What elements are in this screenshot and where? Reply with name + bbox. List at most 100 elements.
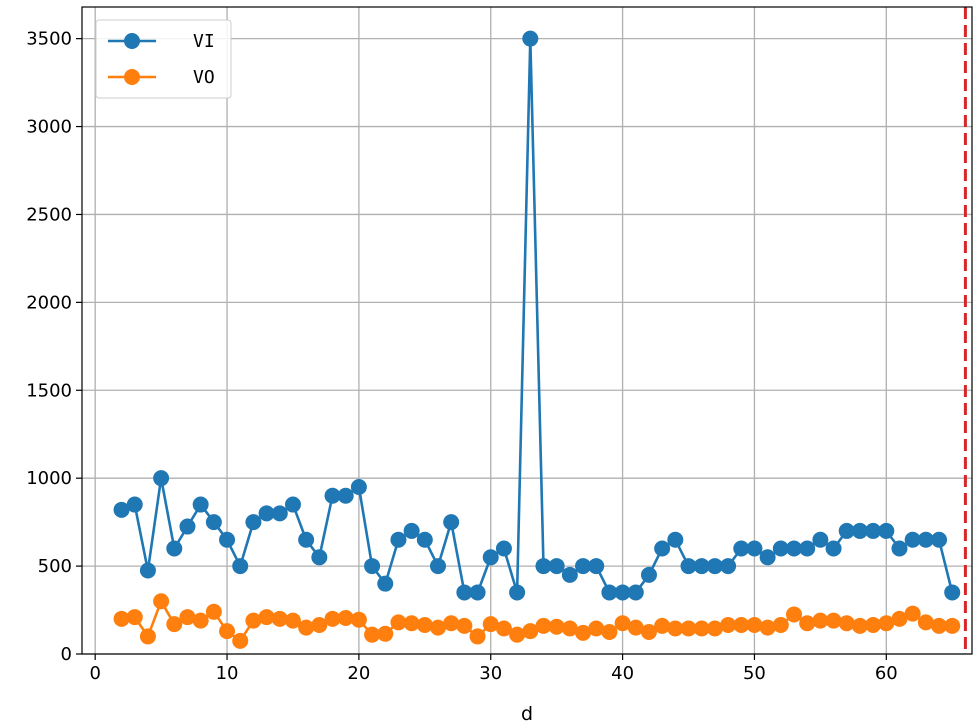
data-point — [851, 617, 868, 634]
data-point — [693, 620, 710, 637]
data-point — [271, 610, 288, 627]
data-point — [588, 558, 605, 575]
data-point — [469, 628, 486, 645]
data-point — [667, 531, 684, 548]
data-point — [192, 496, 209, 513]
data-point — [139, 562, 156, 579]
data-point — [298, 619, 315, 636]
data-point — [706, 620, 723, 637]
y-tick-label: 0 — [61, 644, 72, 665]
data-point — [878, 522, 895, 539]
data-point — [640, 624, 657, 641]
data-point — [561, 620, 578, 637]
data-point — [878, 615, 895, 632]
data-point — [865, 616, 882, 633]
y-tick-label: 3000 — [26, 117, 72, 138]
y-tick-label: 1500 — [26, 380, 72, 401]
data-point — [364, 626, 381, 643]
data-point — [548, 558, 565, 575]
data-point — [746, 616, 763, 633]
data-point — [891, 540, 908, 557]
data-point — [931, 617, 948, 634]
data-point — [654, 617, 671, 634]
data-point — [627, 584, 644, 601]
data-point — [113, 501, 130, 518]
x-tick-label: 0 — [89, 663, 100, 684]
data-point — [509, 584, 526, 601]
data-point — [430, 619, 446, 636]
data-point — [654, 540, 671, 557]
series-vo — [113, 593, 961, 649]
data-point — [575, 558, 592, 575]
y-tick-label: 2500 — [26, 204, 72, 225]
data-point — [139, 628, 156, 645]
data-point — [192, 612, 209, 629]
data-point — [443, 514, 460, 531]
data-point — [812, 531, 829, 548]
data-point — [561, 566, 578, 583]
data-point — [205, 514, 222, 531]
data-point — [667, 620, 684, 637]
x-tick-label: 30 — [479, 663, 502, 684]
data-point — [232, 558, 249, 575]
data-point — [377, 575, 394, 592]
data-point — [232, 632, 249, 649]
data-point — [403, 615, 420, 632]
data-point — [825, 612, 842, 629]
data-point — [258, 505, 275, 522]
data-point — [126, 609, 143, 626]
data-point — [680, 558, 697, 575]
data-point — [350, 478, 367, 495]
data-point — [759, 619, 776, 636]
data-point — [825, 540, 842, 557]
y-tick-label: 2000 — [26, 292, 72, 313]
plot-background — [82, 7, 972, 654]
data-point — [219, 531, 236, 548]
data-point — [403, 522, 420, 539]
data-point — [931, 531, 948, 548]
data-point — [944, 584, 961, 601]
data-point — [430, 558, 446, 575]
data-point — [482, 616, 499, 633]
data-point — [706, 558, 723, 575]
data-point — [153, 470, 170, 487]
y-tick-label: 1000 — [26, 468, 72, 489]
data-point — [456, 584, 473, 601]
data-point — [759, 549, 776, 566]
data-point — [350, 611, 367, 628]
data-point — [126, 496, 143, 513]
data-point — [166, 616, 183, 633]
data-point — [640, 566, 657, 583]
data-point — [601, 584, 618, 601]
x-tick-label: 20 — [347, 663, 370, 684]
data-point — [522, 623, 539, 640]
data-point — [535, 617, 552, 634]
data-point — [245, 612, 262, 629]
data-point — [324, 487, 341, 504]
data-point — [179, 609, 196, 626]
data-point — [904, 531, 921, 548]
x-tick-label: 10 — [216, 663, 239, 684]
data-point — [627, 619, 644, 636]
x-axis-label: d — [521, 703, 533, 725]
data-point — [535, 558, 552, 575]
data-point — [495, 540, 512, 557]
data-point — [113, 610, 130, 627]
legend-label: VO — [193, 67, 215, 88]
data-point — [548, 618, 565, 635]
series-vi — [113, 30, 961, 601]
data-point — [614, 615, 631, 632]
data-point — [733, 616, 750, 633]
axis-ticks: 0 10 20 30 40 50 60 0 500 1000 1500 2000 2500 3000 350… — [26, 29, 898, 684]
data-point — [311, 616, 328, 633]
data-point — [772, 616, 789, 633]
x-tick-label: 50 — [743, 663, 766, 684]
data-point — [377, 625, 394, 642]
data-point — [588, 620, 605, 637]
data-point — [271, 505, 288, 522]
data-point — [601, 624, 618, 641]
data-point — [495, 620, 512, 637]
data-point — [693, 558, 710, 575]
data-point — [904, 605, 921, 622]
